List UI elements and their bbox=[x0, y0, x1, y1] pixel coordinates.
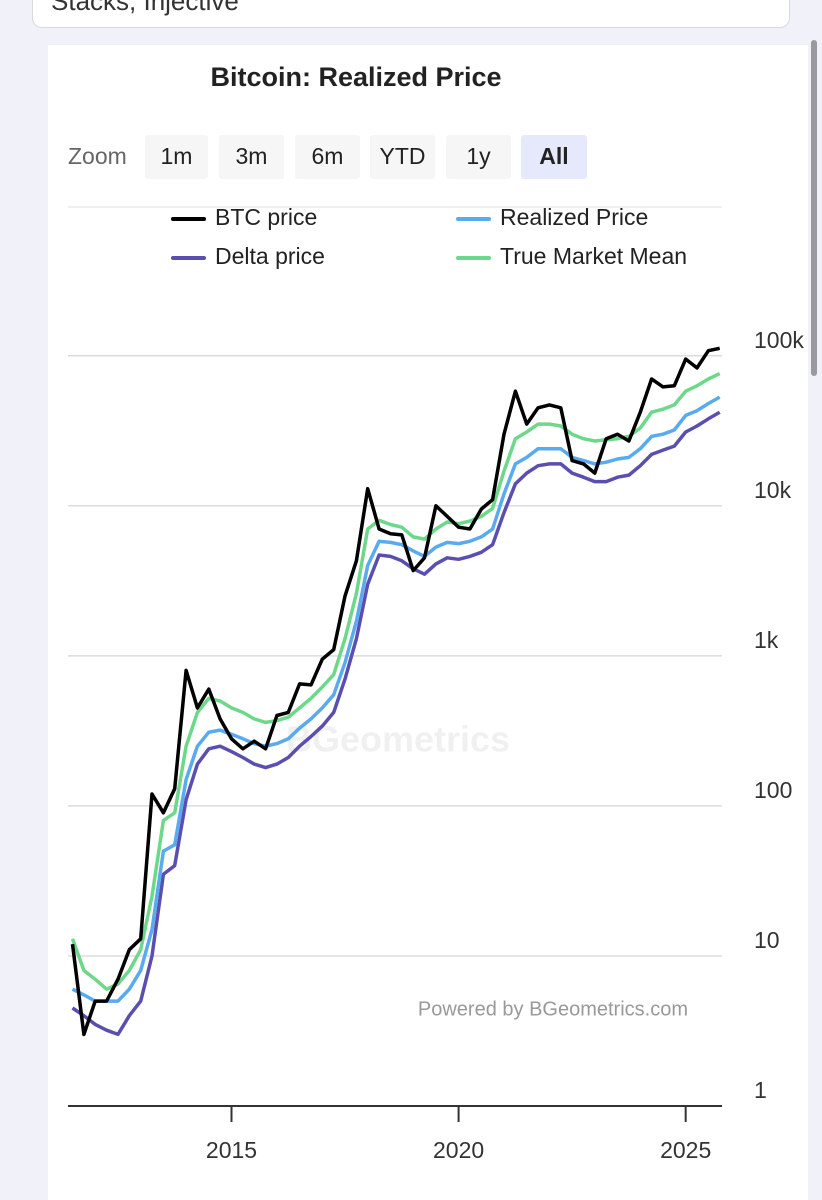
series-line bbox=[71, 410, 721, 1037]
zoom-button[interactable]: 1m bbox=[145, 135, 208, 179]
zoom-button-label: 6m bbox=[312, 143, 344, 169]
credits: Powered by BGeometrics.com bbox=[418, 998, 688, 1020]
zoom-button-label: All bbox=[539, 143, 568, 169]
zoom-label: Zoom bbox=[68, 143, 127, 169]
y-tick-label: 10k bbox=[754, 477, 792, 503]
zoom-button-bg bbox=[219, 135, 284, 179]
watermark: BGeometrics bbox=[286, 719, 510, 760]
zoom-button-bg bbox=[446, 135, 511, 179]
y-tick-label: 1 bbox=[754, 1077, 767, 1103]
legend-label: Realized Price bbox=[500, 204, 648, 230]
series-line bbox=[71, 395, 721, 1003]
header-text: Stacks, Injective bbox=[51, 0, 239, 16]
zoom-button-label: 1m bbox=[161, 143, 193, 169]
x-tick-label: 2020 bbox=[433, 1137, 484, 1163]
zoom-button[interactable]: All bbox=[521, 135, 587, 179]
zoom-button-bg bbox=[370, 135, 435, 179]
scrollbar bbox=[811, 40, 817, 376]
top-card: Stacks, Injective bbox=[32, 0, 790, 28]
x-tick-label: 2015 bbox=[206, 1137, 257, 1163]
zoom-button[interactable]: 3m bbox=[219, 135, 284, 179]
zoom-button-bg bbox=[295, 135, 360, 179]
x-tick-label: 2025 bbox=[660, 1137, 711, 1163]
y-tick-label: 100 bbox=[754, 777, 792, 803]
zoom-button-label: 1y bbox=[466, 143, 491, 169]
zoom-button[interactable]: 6m bbox=[295, 135, 360, 179]
zoom-button[interactable]: YTD bbox=[370, 135, 435, 179]
y-tick-label: 1k bbox=[754, 627, 779, 653]
y-tick-label: 100k bbox=[754, 327, 804, 353]
zoom-button-label: 3m bbox=[236, 143, 268, 169]
legend-label: Delta price bbox=[215, 243, 325, 269]
legend-label: BTC price bbox=[215, 204, 317, 230]
zoom-button-label: YTD bbox=[380, 143, 426, 169]
legend-label: True Market Mean bbox=[500, 243, 687, 269]
chart-card bbox=[48, 45, 808, 1200]
series-line bbox=[70, 372, 721, 991]
series-line bbox=[70, 346, 721, 1037]
zoom-button-bg bbox=[521, 135, 587, 179]
y-tick-label: 10 bbox=[754, 927, 780, 953]
zoom-button-bg bbox=[145, 135, 208, 179]
zoom-button[interactable]: 1y bbox=[446, 135, 511, 179]
chart-title: Bitcoin: Realized Price bbox=[210, 62, 501, 92]
